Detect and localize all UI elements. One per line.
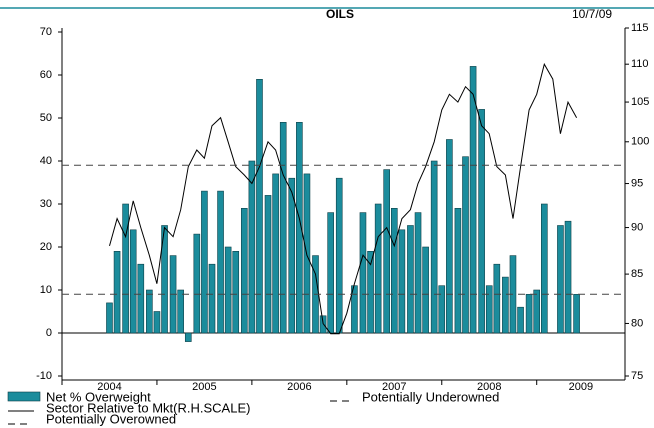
y2-tick-label: 85 [631,268,643,280]
legend-swatch [7,391,41,402]
bar [541,203,548,334]
bar [478,109,485,334]
chart-title: OILS [326,7,354,21]
y-tick-label: -10 [36,370,52,382]
y-tick-label: 0 [46,327,52,339]
bar [327,212,334,334]
bar [502,276,509,334]
bar [279,122,287,334]
bar [485,285,493,334]
legend-label: Potentially Overowned [46,411,176,426]
bar [248,160,256,334]
bar [454,208,462,334]
y2-tick-label: 115 [631,22,649,34]
bar [122,203,129,334]
bar [469,66,477,334]
bar [462,156,469,334]
bar [264,195,272,334]
x-tick-label: 2007 [382,381,406,393]
bar [335,177,343,334]
bar [288,177,296,334]
bar [201,190,208,334]
bar [407,225,414,334]
y-tick-label: 70 [40,26,52,38]
bar [564,220,572,334]
bar [161,225,168,334]
bar [146,289,153,334]
bar [137,263,145,334]
x-tick-label: 2004 [97,381,121,393]
y2-tick-label: 100 [631,136,649,148]
bar [374,203,382,334]
bar [517,306,524,334]
legend-label: Net % Overweight [46,389,151,404]
bar [422,246,429,334]
bar [272,173,279,334]
x-tick-label: 2005 [192,381,216,393]
bar [113,251,121,334]
x-tick-label: 2006 [287,381,311,393]
bar [533,289,541,334]
bar [208,263,216,334]
y2-tick-label: 80 [631,317,643,329]
bar [177,289,184,334]
bar [240,208,248,334]
y2-tick-label: 110 [631,58,649,70]
x-tick-label: 2008 [477,381,501,393]
bar [319,315,327,334]
y-tick-label: 30 [40,198,52,210]
y2-tick-label: 95 [631,177,643,189]
y-tick-label: 60 [40,69,52,81]
bar [557,225,564,334]
bar [493,263,501,334]
bar [525,293,533,334]
bar [573,293,580,334]
legend-label: Sector Relative to Mkt(R.H.SCALE) [46,400,250,415]
bar [232,251,240,334]
y2-tick-label: 75 [631,370,643,382]
bar [359,212,367,334]
bar [224,246,232,334]
y-tick-label: 40 [40,155,52,167]
bar [193,233,201,334]
bar [296,122,303,334]
bar [129,229,137,334]
bar [367,251,374,334]
bar [390,208,398,334]
bar [184,332,192,342]
y-tick-label: 50 [40,112,52,124]
bar [106,302,113,334]
bar [446,139,453,334]
bar [153,311,161,334]
y-tick-label: 10 [40,284,52,296]
line [109,62,578,335]
bar [256,79,263,334]
bar [217,190,224,334]
x-tick-label: 2009 [569,381,593,393]
bar [430,160,438,334]
bar [383,169,390,334]
y-tick-label: 20 [40,241,52,253]
date: 10/7/09 [572,7,612,21]
bar [438,285,446,334]
bar [414,212,422,334]
bar [351,285,358,334]
bar [398,229,406,334]
legend-label: Potentially Underowned [362,389,499,404]
y2-tick-label: 90 [631,221,643,233]
y2-tick-label: 105 [631,96,649,108]
